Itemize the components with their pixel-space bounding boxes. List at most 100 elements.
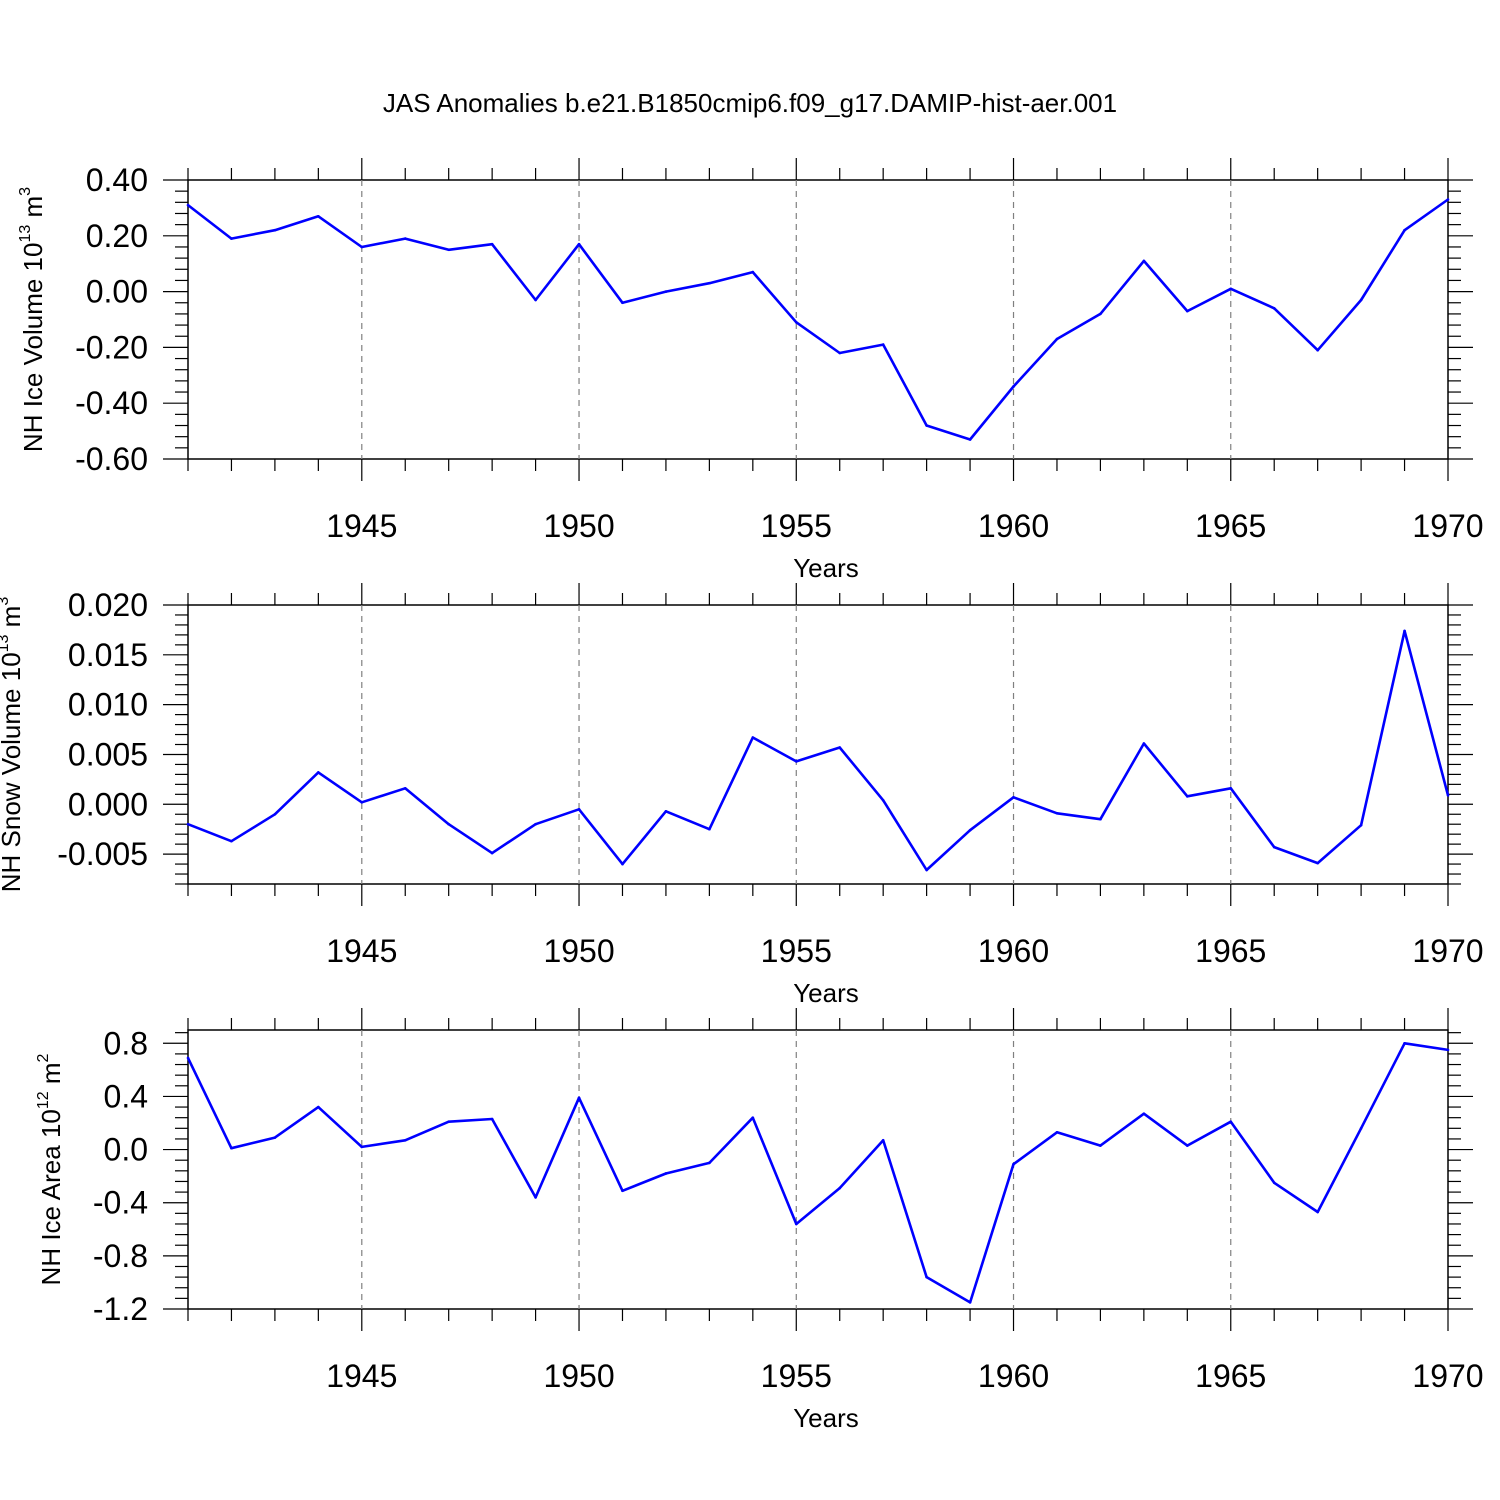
y-tick-label: 0.015: [68, 637, 148, 673]
data-point: [230, 237, 233, 240]
data-point: [708, 827, 711, 831]
data-point: [751, 736, 755, 739]
data-point: [186, 1056, 190, 1060]
data-point: [1142, 1112, 1146, 1115]
data-point: [1272, 845, 1276, 849]
data-point: [664, 290, 668, 293]
data-point: [664, 1172, 668, 1175]
data-point: [621, 301, 624, 305]
data-point: [708, 1161, 711, 1165]
x-axis-label: Years: [793, 1403, 859, 1433]
x-axis-label: Years: [793, 978, 859, 1008]
data-point: [838, 746, 842, 749]
y-tick-label: -0.005: [57, 836, 148, 872]
data-point: [1403, 1041, 1406, 1045]
x-tick-label: 1965: [1195, 508, 1266, 544]
plot-frame: [187, 1029, 1449, 1310]
data-point: [794, 320, 798, 324]
data-point: [838, 1186, 842, 1190]
y-tick-label: -0.8: [93, 1238, 148, 1274]
data-point: [230, 1146, 233, 1150]
data-point: [577, 1096, 581, 1100]
data-point: [1316, 1210, 1319, 1214]
x-tick-label: 1955: [761, 508, 832, 544]
data-point: [1099, 817, 1102, 821]
plot-frame: [187, 604, 1449, 885]
y-tick-label: -0.4: [93, 1185, 148, 1221]
data-point: [447, 822, 450, 826]
data-point: [925, 868, 928, 872]
y-tick-label: -0.60: [75, 441, 148, 477]
y-tick-label: 0.0: [104, 1132, 148, 1168]
data-point: [317, 214, 320, 218]
y-axis-label: NH Snow Volume 1013 m3: [0, 597, 26, 893]
data-point: [1186, 1144, 1189, 1147]
data-point: [317, 771, 320, 774]
x-tick-label: 1970: [1412, 933, 1483, 969]
y-tick-label: 0.005: [68, 736, 148, 772]
plot-frame: [187, 179, 1449, 460]
data-point: [794, 760, 798, 763]
snow-volume-panel: 1945 1950 1955 1960 1965 1970 Years 0.020 0.015 0…: [0, 583, 1484, 1008]
data-point: [1359, 823, 1363, 827]
data-point: [1403, 629, 1406, 633]
data-point: [1055, 811, 1059, 815]
x-tick-label: 1945: [326, 1358, 397, 1394]
data-point: [447, 1120, 450, 1123]
data-point: [1012, 385, 1015, 388]
x-tick-label: 1965: [1195, 933, 1266, 969]
y-tick-label: 0.000: [68, 786, 148, 822]
y-tick-label: -1.2: [93, 1291, 148, 1327]
data-point: [1446, 198, 1450, 201]
data-point: [360, 1145, 364, 1149]
data-point: [1055, 1131, 1059, 1134]
data-point: [751, 270, 755, 274]
data-point: [1359, 1127, 1363, 1130]
data-point: [794, 1222, 798, 1226]
data-point: [838, 351, 842, 355]
y-tick-label: 0.4: [104, 1078, 148, 1114]
data-point: [881, 1138, 885, 1142]
x-tick-label: 1960: [978, 508, 1049, 544]
data-point: [1272, 307, 1276, 310]
data-point: [447, 248, 450, 252]
data-point: [1186, 795, 1189, 798]
y-axis-label: NH Ice Area 1012 m2: [35, 1053, 66, 1285]
data-point: [490, 851, 494, 855]
x-tick-label: 1945: [326, 933, 397, 969]
data-point: [1229, 1120, 1233, 1123]
y-tick-label: -0.40: [75, 385, 148, 421]
x-tick-label: 1955: [761, 933, 832, 969]
data-point: [1403, 228, 1406, 232]
data-point: [403, 787, 407, 790]
data-point: [1012, 796, 1015, 799]
ice-volume-series-line: [187, 198, 1449, 441]
snow-volume-series-line: [187, 629, 1450, 872]
data-point: [1316, 861, 1319, 865]
y-tick-label: 0.20: [86, 218, 148, 254]
data-point: [490, 242, 494, 246]
data-point: [1359, 298, 1363, 302]
data-point: [968, 828, 972, 832]
x-tick-label: 1960: [978, 1358, 1049, 1394]
x-axis-label: Years: [793, 553, 859, 583]
x-tick-label: 1960: [978, 933, 1049, 969]
data-point: [1142, 259, 1146, 263]
data-point: [534, 1196, 537, 1199]
data-point: [881, 343, 885, 346]
data-point: [925, 1275, 928, 1279]
x-tick-label: 1950: [543, 1358, 614, 1394]
y-tick-label: -0.20: [75, 329, 148, 365]
x-tick-label: 1965: [1195, 1358, 1266, 1394]
data-point: [1012, 1162, 1015, 1166]
data-point: [577, 807, 581, 811]
data-point: [273, 812, 277, 816]
data-point: [1055, 337, 1059, 341]
data-point: [273, 228, 277, 232]
data-point: [664, 809, 668, 813]
data-point: [1099, 1144, 1102, 1147]
data-point: [621, 862, 624, 866]
data-point: [230, 839, 233, 843]
x-tick-label: 1950: [543, 508, 614, 544]
